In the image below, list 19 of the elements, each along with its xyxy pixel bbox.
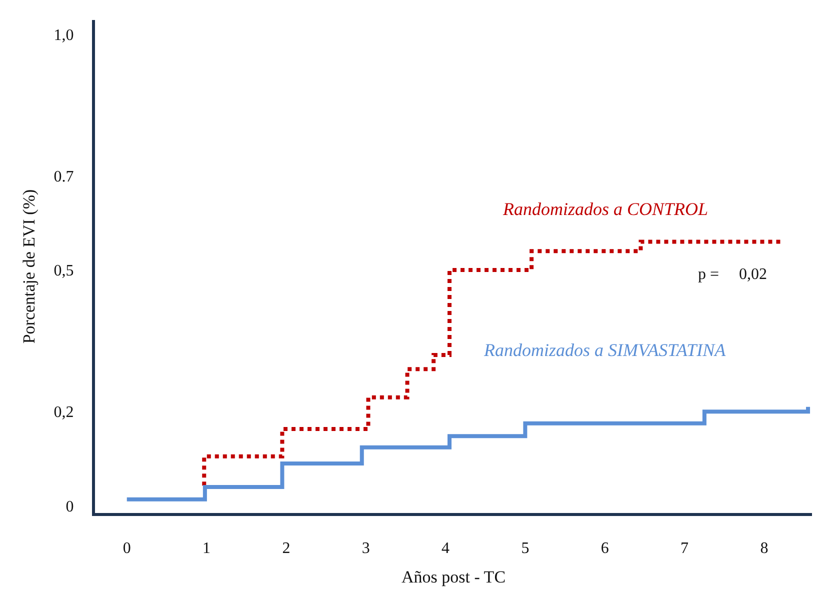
y-tick-label: 1,0 [54, 26, 74, 44]
y-tick-label: 0,2 [54, 404, 74, 422]
x-tick-label: 4 [442, 540, 450, 558]
x-tick-label: 6 [600, 540, 609, 558]
x-tick-label: 3 [362, 540, 370, 558]
x-tick-label: 1 [202, 540, 211, 558]
x-tick-label: 2 [282, 540, 290, 558]
y-tick-label: 0.7 [54, 168, 74, 186]
y-tick-label: 0,5 [54, 262, 74, 280]
annotation: p = 0,02 [698, 266, 768, 283]
x-axis-title: Años post - TC [401, 568, 506, 587]
x-tick-label: 8 [760, 540, 768, 558]
x-tick-label: 7 [680, 540, 689, 558]
y-tick-label: 0 [66, 498, 74, 516]
x-tick-label: 5 [521, 540, 530, 558]
y-axis-title: Porcentaje de EVI (%) [19, 189, 38, 344]
series-label: Randomizados a CONTROL [502, 199, 708, 219]
x-tick-label: 0 [122, 540, 131, 558]
text: Randomizados a SIMVASTATINA [483, 340, 727, 360]
